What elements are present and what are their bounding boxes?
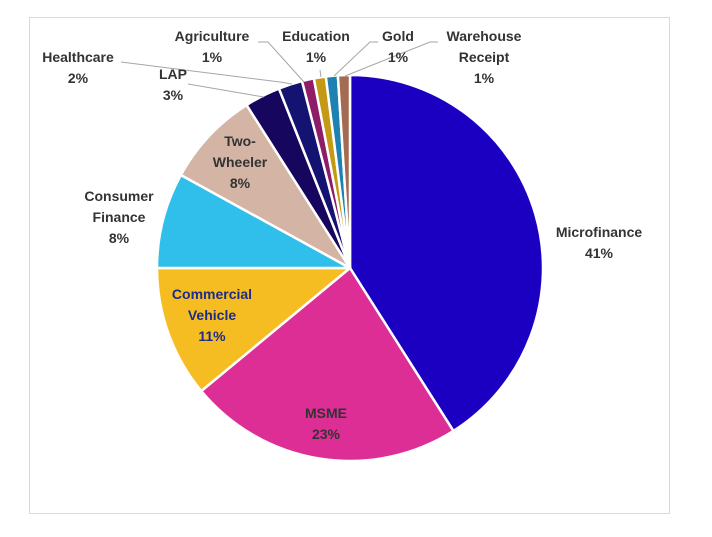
data-label-microfinance: Microfinance 41% (556, 224, 643, 261)
data-label-warehouse-receipt: Warehouse Receipt 1% (447, 28, 522, 86)
data-label-agriculture: Agriculture 1% (175, 28, 250, 65)
slice-warehouse-receipt (336, 73, 352, 270)
leader-line-agriculture (258, 41, 305, 83)
data-label-education: Education 1% (282, 28, 350, 65)
slice-commercial-vehicle (155, 266, 352, 393)
slice-consumer-finance (155, 173, 352, 270)
data-label-commercial-vehicle: Commercial Vehicle 11% (172, 286, 252, 344)
data-label-healthcare: Healthcare 2% (42, 49, 114, 86)
leader-line-warehouse-receipt (344, 41, 438, 77)
slice-two-wheeler (179, 103, 352, 270)
data-label-consumer-finance: Consumer Finance 8% (84, 188, 154, 246)
data-label-gold: Gold 1% (382, 28, 414, 65)
data-label-lap: LAP 3% (159, 66, 187, 103)
leader-lines (120, 41, 438, 98)
data-labels: Microfinance 41% MSME 23% Commercial Vehicle 1… (42, 28, 642, 442)
leader-line-gold (333, 41, 378, 77)
leader-line-lap (187, 83, 265, 98)
pie-slices (155, 73, 545, 463)
leader-line-healthcare (120, 61, 293, 85)
data-label-two-wheeler: Two-Wheeler 8% (213, 133, 268, 191)
data-label-msme: MSME 23% (305, 405, 347, 442)
leader-line-education (319, 69, 322, 78)
slice-msme (200, 266, 455, 463)
